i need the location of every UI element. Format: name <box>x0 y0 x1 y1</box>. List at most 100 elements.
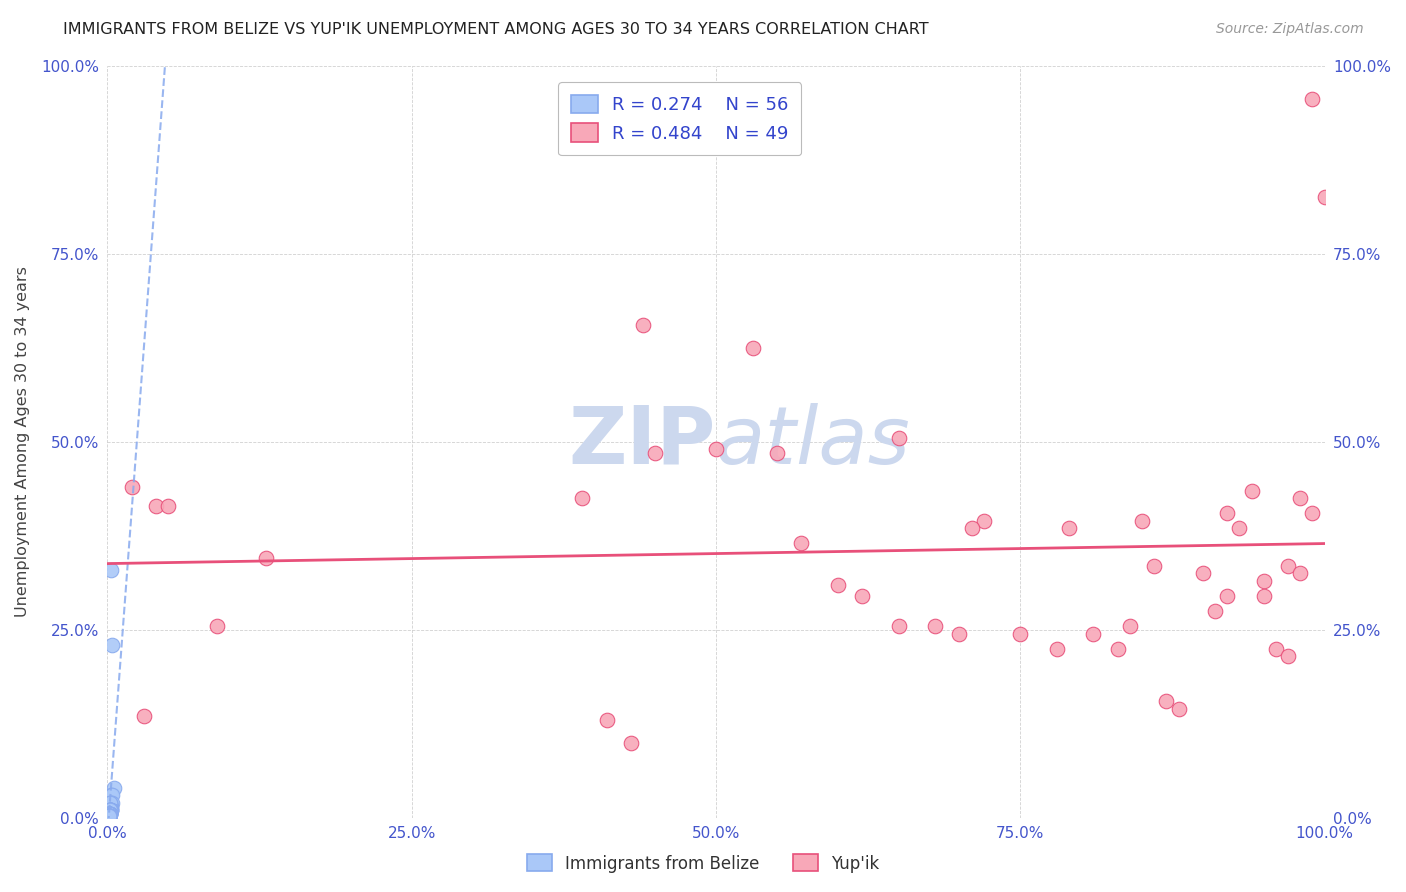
Point <box>1216 589 1239 603</box>
Point <box>101 789 124 803</box>
Point <box>1289 566 1312 581</box>
Point <box>205 619 228 633</box>
Point <box>98 804 121 818</box>
Point <box>741 341 763 355</box>
Point <box>97 807 120 822</box>
Text: atlas: atlas <box>716 403 911 481</box>
Point <box>1130 514 1153 528</box>
Point <box>100 804 122 818</box>
Point <box>97 809 120 823</box>
Point <box>924 619 946 633</box>
Point <box>97 809 120 823</box>
Point <box>100 796 122 810</box>
Point <box>97 807 120 822</box>
Point <box>97 809 120 823</box>
Point <box>97 808 120 822</box>
Point <box>766 446 789 460</box>
Point <box>121 480 143 494</box>
Point <box>98 796 121 810</box>
Point <box>254 551 277 566</box>
Legend: R = 0.274    N = 56, R = 0.484    N = 49: R = 0.274 N = 56, R = 0.484 N = 49 <box>558 82 801 155</box>
Point <box>1265 641 1288 656</box>
Point <box>1253 589 1275 603</box>
Point <box>827 578 849 592</box>
Point <box>145 499 167 513</box>
Point <box>98 804 121 818</box>
Point <box>1253 574 1275 588</box>
Point <box>1204 604 1226 618</box>
Point <box>1143 558 1166 573</box>
Point <box>101 796 124 810</box>
Point <box>1156 694 1178 708</box>
Point <box>100 804 122 818</box>
Point <box>97 807 120 822</box>
Point <box>157 499 180 513</box>
Point <box>1240 483 1263 498</box>
Point <box>887 619 910 633</box>
Point <box>1083 626 1105 640</box>
Text: ZIP: ZIP <box>569 403 716 481</box>
Point <box>631 318 654 333</box>
Point <box>571 491 593 506</box>
Point <box>98 796 121 810</box>
Point <box>98 807 121 822</box>
Point <box>97 807 120 822</box>
Point <box>97 807 120 822</box>
Point <box>98 804 121 818</box>
Point <box>97 808 120 822</box>
Point <box>98 807 121 822</box>
Text: Source: ZipAtlas.com: Source: ZipAtlas.com <box>1216 22 1364 37</box>
Point <box>98 807 121 822</box>
Point <box>98 804 121 818</box>
Point <box>100 789 122 803</box>
Point <box>790 536 813 550</box>
Point <box>98 807 121 822</box>
Point <box>97 808 120 822</box>
Point <box>100 799 122 814</box>
Point <box>98 804 121 818</box>
Point <box>97 807 120 822</box>
Point <box>132 709 155 723</box>
Point <box>98 807 121 822</box>
Point <box>97 809 120 823</box>
Point <box>1057 521 1080 535</box>
Point <box>1216 506 1239 520</box>
Point <box>1313 190 1336 204</box>
Point <box>97 808 120 822</box>
Point <box>1277 558 1299 573</box>
Point <box>1107 641 1129 656</box>
Point <box>1289 491 1312 506</box>
Point <box>97 809 120 823</box>
Point <box>101 638 124 652</box>
Point <box>620 736 643 750</box>
Point <box>103 780 125 795</box>
Point <box>887 431 910 445</box>
Point <box>100 563 122 577</box>
Point <box>595 713 617 727</box>
Point <box>704 442 727 457</box>
Text: IMMIGRANTS FROM BELIZE VS YUP'IK UNEMPLOYMENT AMONG AGES 30 TO 34 YEARS CORRELAT: IMMIGRANTS FROM BELIZE VS YUP'IK UNEMPLO… <box>63 22 929 37</box>
Point <box>1301 92 1323 106</box>
Point <box>960 521 983 535</box>
Point <box>1301 506 1323 520</box>
Point <box>98 804 121 818</box>
Point <box>100 804 122 818</box>
Point <box>97 807 120 822</box>
Point <box>1192 566 1215 581</box>
Point <box>97 809 120 823</box>
Point <box>1277 649 1299 664</box>
Point <box>98 804 121 818</box>
Point <box>1046 641 1069 656</box>
Point <box>97 808 120 822</box>
Point <box>1010 626 1032 640</box>
Point <box>97 807 120 822</box>
Point <box>851 589 873 603</box>
Point <box>1119 619 1142 633</box>
Point <box>98 804 121 818</box>
Point <box>948 626 970 640</box>
Point <box>97 807 120 822</box>
Y-axis label: Unemployment Among Ages 30 to 34 years: Unemployment Among Ages 30 to 34 years <box>15 267 30 617</box>
Point <box>1229 521 1251 535</box>
Point <box>98 804 121 818</box>
Point <box>644 446 666 460</box>
